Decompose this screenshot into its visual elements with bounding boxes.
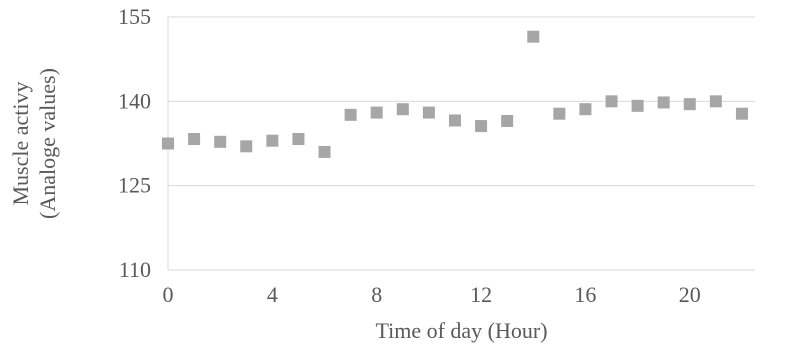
y-axis-title: Muscle activy(Analoge values) (8, 68, 60, 219)
data-point (527, 30, 540, 43)
y-tick-label: 110 (119, 257, 151, 282)
data-point (605, 95, 618, 108)
axes (167, 17, 755, 271)
data-point (501, 115, 514, 128)
x-tick-label: 0 (163, 282, 174, 307)
tick-labels: 110 125 140 155 0 4 8 12 16 20 (118, 4, 701, 307)
data-point (318, 145, 331, 158)
data-point (188, 133, 201, 146)
data-point (344, 108, 357, 121)
data-point (266, 134, 279, 147)
y-axis-title-line: (Analoge values) (35, 68, 60, 219)
data-point (162, 137, 174, 150)
x-tick-label: 20 (679, 282, 701, 307)
data-point (709, 95, 722, 108)
x-tick-label: 4 (267, 282, 278, 307)
gridlines (168, 16, 755, 187)
data-point (396, 103, 409, 116)
axis-titles: Time of day (Hour) Muscle activy(Analoge … (8, 68, 548, 343)
data-point (370, 106, 383, 119)
x-tick-label: 16 (574, 282, 596, 307)
data-point (735, 107, 748, 120)
y-axis-title-line: Muscle activy (8, 81, 33, 205)
x-tick-label: 8 (371, 282, 382, 307)
data-point (579, 103, 592, 116)
x-axis-title: Time of day (Hour) (375, 318, 547, 343)
y-tick-label: 125 (118, 173, 151, 198)
data-point (214, 135, 227, 148)
data-point (240, 140, 253, 153)
data-point (553, 107, 566, 120)
data-point (475, 120, 488, 133)
x-tick-label: 12 (470, 282, 492, 307)
y-tick-label: 155 (118, 4, 151, 29)
data-point (422, 106, 435, 119)
y-tick-label: 140 (118, 88, 151, 113)
data-points (162, 30, 748, 158)
data-point (657, 96, 670, 109)
data-point (448, 114, 461, 127)
data-point (683, 98, 696, 111)
data-point (631, 99, 644, 112)
data-point (292, 133, 305, 146)
